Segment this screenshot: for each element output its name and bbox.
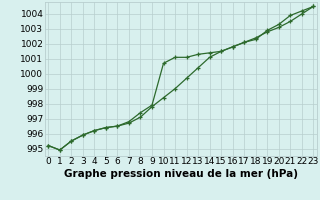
X-axis label: Graphe pression niveau de la mer (hPa): Graphe pression niveau de la mer (hPa): [64, 169, 298, 179]
